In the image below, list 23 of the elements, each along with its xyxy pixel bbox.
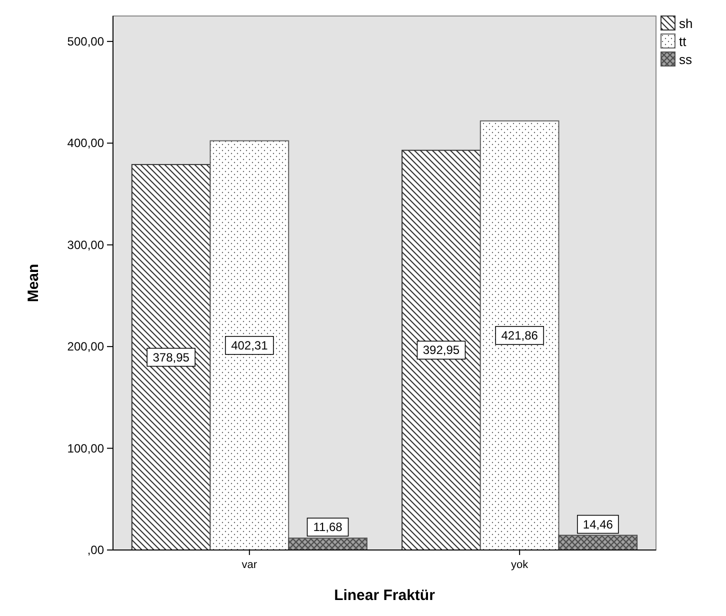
bar xyxy=(131,164,211,550)
y-tick-label: 100,00 xyxy=(67,441,104,456)
data-label: 378,95 xyxy=(152,350,190,364)
y-tick-label: ,00 xyxy=(87,543,104,557)
x-tick-label: yok xyxy=(511,559,529,571)
data-label: 11,68 xyxy=(313,520,343,534)
legend-label: sh xyxy=(679,16,693,31)
y-tick-label: 200,00 xyxy=(67,340,104,354)
data-label: 421,86 xyxy=(501,328,538,342)
bar xyxy=(402,150,481,550)
bar xyxy=(480,120,560,550)
legend-label: ss xyxy=(679,52,692,67)
y-axis-title: Mean xyxy=(25,264,42,302)
y-tick-label: 300,00 xyxy=(67,238,104,252)
x-axis-title: Linear Fraktür xyxy=(334,587,436,604)
y-tick-label: 400,00 xyxy=(67,136,104,150)
x-tick-label: var xyxy=(242,559,258,571)
y-tick-label: 500,00 xyxy=(67,34,104,48)
bar xyxy=(210,140,290,550)
data-label: 14,46 xyxy=(582,517,614,532)
legend-label: tt xyxy=(679,34,687,49)
data-label: 392,95 xyxy=(422,343,460,358)
data-label: 402,31 xyxy=(231,338,268,352)
